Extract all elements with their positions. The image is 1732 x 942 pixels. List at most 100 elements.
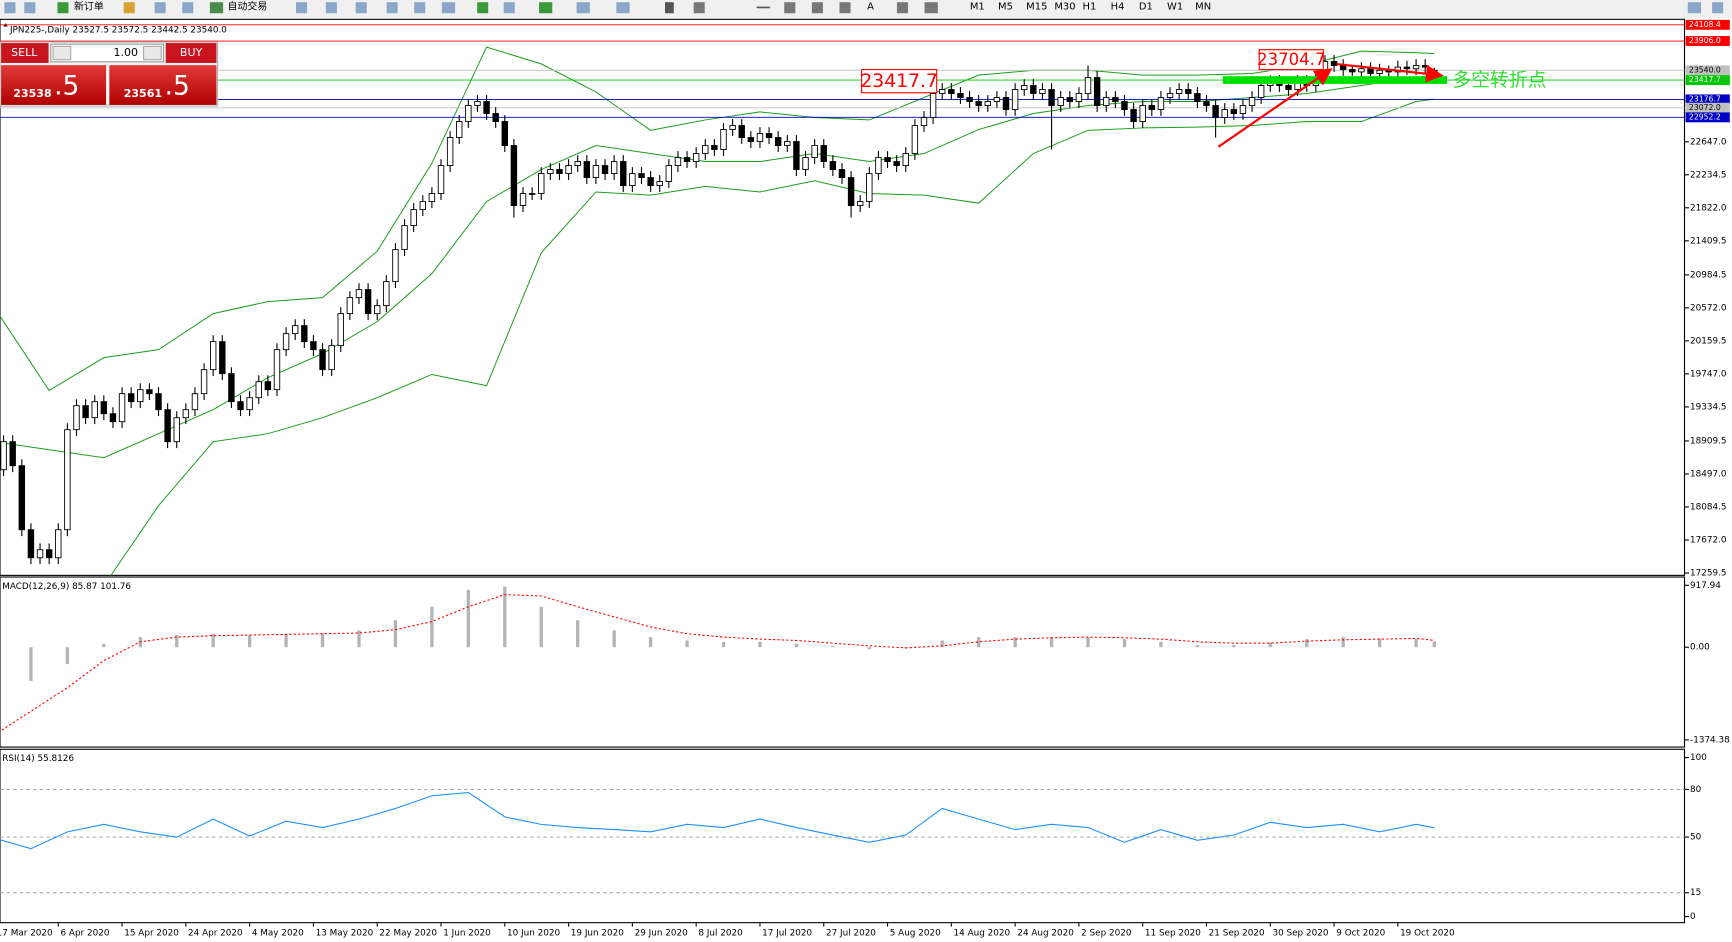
candle-body	[939, 89, 946, 94]
timeframe-button[interactable]: MN	[1195, 2, 1211, 13]
y-tick-label: 100	[1690, 753, 1707, 763]
candle-body	[1376, 69, 1383, 74]
annotation: 23704.7	[1257, 50, 1325, 69]
y-tick-label: 19747.0	[1690, 369, 1727, 379]
y-tick-label: 20159.5	[1690, 336, 1727, 346]
macd-bar	[211, 633, 215, 648]
candle-body	[1166, 93, 1174, 98]
candle-body	[920, 117, 928, 126]
sell-price-pips[interactable]: .5	[54, 71, 79, 102]
x-tick-label: 6 Apr 2020	[60, 929, 109, 939]
timeframes: M1 M5 M15 M30 H1 H4 D1 W1 MN	[970, 2, 1211, 13]
candle-body	[884, 157, 891, 162]
buy-price[interactable]: 23561	[124, 87, 162, 100]
candle-body	[802, 157, 809, 170]
x-tick-label: 2 Sep 2020	[1081, 929, 1132, 939]
candle-body	[410, 209, 417, 227]
candle-body	[191, 393, 199, 411]
y-tick-label: 22234.5	[1690, 170, 1727, 180]
candle-body	[702, 145, 709, 154]
macd-signal	[0, 594, 1435, 732]
buy-button[interactable]	[165, 43, 217, 63]
sell-label[interactable]: SELL	[11, 46, 38, 59]
volume-input[interactable]	[50, 43, 165, 63]
x-tick-label: 11 Sep 2020	[1145, 929, 1201, 939]
candle-body	[474, 101, 481, 106]
candle-body	[219, 341, 226, 375]
candle-body	[64, 429, 71, 531]
candle-body	[255, 381, 262, 399]
timeframe-button[interactable]: M15	[1026, 2, 1047, 13]
y-tick-label: 80	[1690, 785, 1702, 795]
macd-bar	[65, 647, 70, 665]
macd-bar	[357, 630, 361, 648]
candle-body	[528, 193, 536, 195]
candle-body	[838, 169, 846, 178]
candle-body	[383, 281, 390, 307]
sell-price-box[interactable]	[1, 65, 107, 105]
buy-price-pips[interactable]: .5	[165, 71, 190, 102]
timeframe-button[interactable]: H1	[1083, 2, 1097, 13]
candle-body	[374, 305, 381, 315]
candle-body	[765, 133, 773, 138]
macd-bar	[247, 635, 252, 648]
macd-bar	[393, 620, 398, 648]
candle-body	[820, 145, 827, 162]
x-tick-label: 17 Jul 2020	[762, 929, 812, 939]
x-tick-label: 14 Aug 2020	[954, 929, 1011, 939]
x-tick-label: 17 Mar 2020	[0, 929, 53, 939]
candle-body	[1421, 65, 1429, 68]
bollinger-upper	[0, 46, 1435, 392]
y-tick-label: 19334.5	[1690, 402, 1727, 412]
macd-bar	[284, 633, 288, 648]
sell-button[interactable]	[1, 43, 49, 63]
y-tick-label: 17259.5	[1690, 568, 1727, 578]
candle-body	[1066, 97, 1074, 102]
volume[interactable]: 1.00	[114, 46, 139, 59]
y-tick-label: 18084.5	[1690, 502, 1727, 512]
timeframe-button[interactable]: M1	[970, 2, 985, 13]
candle-body	[774, 137, 782, 146]
candle-body	[893, 161, 900, 166]
candle-body	[483, 101, 490, 114]
auto-trading-button[interactable]: 自动交易	[228, 0, 268, 13]
x-tick-label: 22 May 2020	[379, 929, 437, 939]
x-tick-label: 5 Aug 2020	[890, 929, 941, 939]
candle-body	[1139, 105, 1146, 122]
candle-body	[27, 529, 35, 559]
y-tick-label: 20984.5	[1690, 270, 1727, 280]
timeframe-button[interactable]: H4	[1111, 2, 1125, 13]
timeframe-button[interactable]: M30	[1054, 2, 1075, 13]
candle-body	[282, 333, 290, 351]
buy-price-box[interactable]	[109, 65, 217, 105]
toolbar	[0, 0, 1732, 18]
y-tick-label: 18909.5	[1690, 436, 1727, 446]
macd-bar	[466, 589, 471, 648]
candle-body	[1412, 65, 1420, 70]
candle-body	[1030, 85, 1037, 94]
candle-body	[501, 121, 509, 146]
timeframe-button[interactable]: W1	[1167, 2, 1183, 13]
text-tool[interactable]: A	[867, 2, 874, 13]
candle-body	[556, 169, 563, 174]
candle-body	[155, 393, 162, 411]
candle-body	[1103, 97, 1110, 106]
buy-label[interactable]: BUY	[180, 46, 203, 59]
candle-body	[993, 97, 1001, 102]
candle-body	[847, 177, 855, 207]
volume-up[interactable]	[143, 45, 162, 61]
x-tick-label: 19 Jun 2020	[571, 929, 624, 939]
new-order-button[interactable]: 新订单	[74, 0, 104, 13]
candle-body	[328, 345, 335, 371]
candle-body	[629, 173, 636, 187]
volume-down[interactable]	[52, 45, 72, 61]
timeframe-button[interactable]: M5	[998, 2, 1013, 13]
candle-body	[811, 145, 818, 158]
x-tick-label: 9 Oct 2020	[1336, 929, 1385, 939]
timeframe-button[interactable]: D1	[1139, 2, 1153, 13]
sell-price[interactable]: 23538	[13, 87, 51, 100]
price-level-tag	[1685, 112, 1730, 123]
x-tick-label: 24 Aug 2020	[1017, 929, 1074, 939]
candle-body	[911, 125, 919, 154]
